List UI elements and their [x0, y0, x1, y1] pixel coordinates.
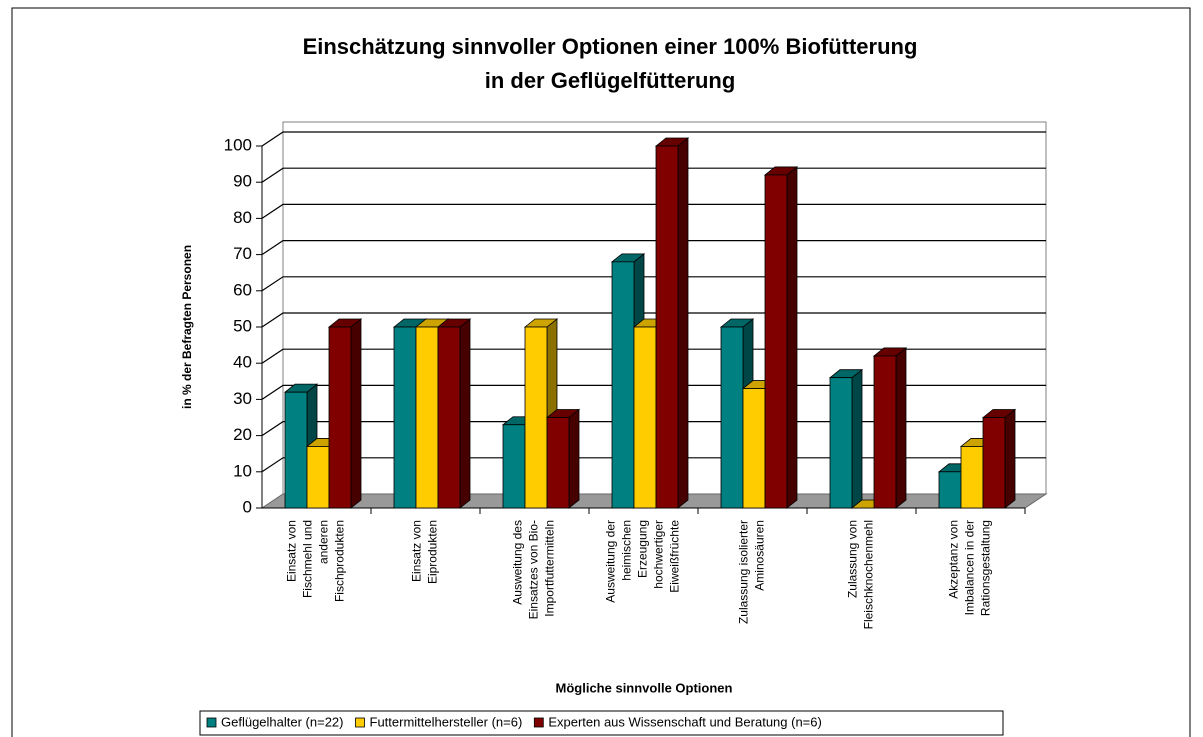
bar-front — [415, 326, 439, 509]
bar-front — [764, 174, 788, 509]
bar-front — [873, 355, 897, 509]
y-tick-label: 30 — [233, 389, 252, 408]
bar — [327, 318, 363, 509]
bar-front — [655, 145, 679, 509]
grid-line — [261, 131, 1046, 147]
x-tick-label: Einsatz von Fischmehl und anderen Fischprod… — [285, 520, 347, 602]
bar-front — [960, 446, 984, 509]
bar-side — [677, 137, 689, 509]
bar-front — [306, 446, 330, 509]
bar-side — [851, 368, 863, 509]
bar-side — [459, 318, 471, 509]
bar — [872, 347, 908, 509]
x-tick-label: Ausweitung der heimischen Erzeugung hochwer… — [604, 520, 682, 603]
y-tick-label: 40 — [233, 353, 252, 372]
bar-side — [895, 347, 907, 509]
bar-front — [502, 424, 526, 509]
bar-front — [393, 326, 417, 509]
bar-front — [720, 326, 744, 509]
x-tick-label: Zulassung isolierter Aminosäuren — [737, 520, 767, 624]
y-tick-label: 100 — [224, 135, 252, 154]
bar-front — [546, 417, 570, 509]
y-tick-label: 20 — [233, 425, 252, 444]
legend-swatch — [533, 717, 544, 728]
bar — [828, 368, 864, 509]
bar-front — [938, 471, 962, 509]
x-tick-label: Zulassung von Fleischknochenmehl — [846, 520, 876, 629]
legend-swatch — [355, 717, 365, 728]
legend-label: Experten aus Wissenschaft und Beratung (… — [548, 714, 822, 729]
bar-front — [437, 326, 461, 509]
y-tick-label: 60 — [233, 280, 252, 299]
bar — [981, 408, 1017, 509]
x-axis-label: Mögliche sinnvolle Optionen — [556, 680, 733, 695]
bar-front — [284, 391, 308, 509]
bar — [654, 137, 690, 509]
legend-label: Futtermittelhersteller (n=6) — [370, 714, 523, 729]
bar-front — [611, 261, 635, 509]
y-axis-label: in % der Befragten Personen — [180, 245, 194, 409]
x-tick-label: Akzeptanz von Imbalancen in der Rationsges… — [947, 520, 993, 616]
y-tick-label: 90 — [233, 172, 252, 191]
bar-front — [829, 377, 853, 509]
bar — [763, 166, 799, 509]
bar-front — [633, 326, 657, 509]
y-tick-label: 0 — [243, 497, 252, 516]
legend-swatch — [206, 717, 217, 728]
x-tick-label: Einsatz von Eiprodukten — [410, 520, 440, 584]
y-tick-label: 80 — [233, 208, 252, 227]
bar-side — [350, 318, 362, 509]
y-tick-label: 10 — [233, 461, 252, 480]
bar — [436, 318, 472, 509]
y-tick-label: 50 — [233, 316, 252, 335]
bar — [610, 253, 646, 509]
legend-label: Geflügelhalter (n=22) — [221, 714, 344, 729]
bar-side — [568, 408, 580, 509]
bar-front — [742, 388, 766, 509]
bar-side — [1004, 408, 1016, 509]
bar-front — [982, 417, 1006, 509]
y-tick-label: 70 — [233, 244, 252, 263]
bar — [545, 408, 581, 509]
bar-front — [524, 326, 548, 509]
x-tick-label: Ausweitung des Einsatzes von Bio- Importfu… — [511, 520, 557, 619]
chart-title: Einschätzung sinnvoller Optionen einer 1… — [303, 34, 918, 93]
legend-box — [199, 710, 1004, 736]
bar-front — [328, 326, 352, 509]
bar-side — [786, 166, 798, 509]
